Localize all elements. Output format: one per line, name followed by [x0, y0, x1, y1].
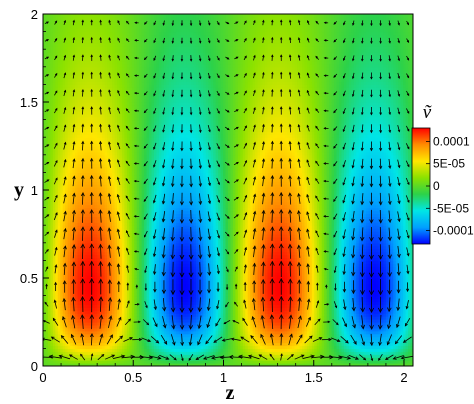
contour-plot: [43, 14, 414, 367]
